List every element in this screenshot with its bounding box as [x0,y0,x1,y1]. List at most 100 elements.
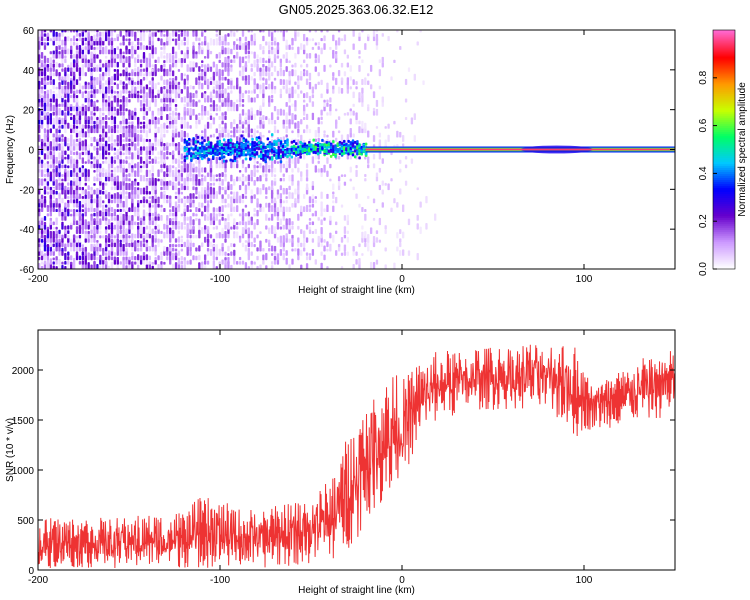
spectrogram-cell [107,59,111,64]
colorbar-swatch [713,193,735,196]
spectrogram-cell [163,133,166,138]
spectrogram-cell [276,108,280,116]
spectrogram-cell [332,49,335,55]
spectrogram-cell [407,250,411,256]
spectrogram-cell [99,230,102,234]
spectrogram-cell [67,182,70,186]
spectrogram-cell [262,77,265,81]
spectrogram-cell [277,148,281,152]
spectrogram-cell [119,140,122,147]
spectrogram-cell [67,137,70,142]
spectrogram-cell [128,182,131,191]
spectrogram-cell [311,238,315,243]
spectrogram-cell [171,150,175,156]
spectrogram-cell [116,93,119,99]
spectrogram-cell [337,86,341,94]
spectrogram-cell [294,122,297,129]
spectrogram-cell [358,36,361,42]
spectrogram-cell [332,72,335,77]
spectrogram-cell [75,172,79,177]
spectrogram-cell [241,211,245,217]
spectrogram-cell [116,214,119,221]
spectrogram-cell [134,31,137,37]
spectrogram-cell [163,128,166,134]
spectrogram-cell [151,261,154,265]
spectrogram-cell [316,149,320,153]
colorbar-swatch [713,173,735,176]
spectrogram-cell [180,39,184,46]
spectrogram-cell [227,253,230,256]
spectrogram-cell [372,110,376,116]
spectrogram-cell [119,184,122,191]
spectrogram-cell [222,155,226,159]
spectrogram-cell [198,167,201,173]
spectrogram-cell [125,242,128,248]
spectrogram-cell [317,217,320,221]
spectrogram-cell [308,253,312,256]
spectrogram-cell [99,66,102,72]
spectrogram-cell [90,213,93,217]
spectrogram-cell [75,143,79,147]
spectrogram-cell [297,46,300,55]
spectrogram-cell [337,176,341,182]
spectrogram-cell [326,99,329,103]
spectrogram-cell [58,93,61,99]
spectrogram-cell [257,154,261,158]
spectrogram-cell [154,146,157,151]
spectrogram-cell [233,191,236,199]
spectrogram-cell [46,32,50,37]
colorbar-swatch [713,129,735,133]
spectrogram-cell [81,199,85,204]
spectrogram-cell [40,30,44,33]
spectrogram-cell [279,208,283,213]
spectrogram-cell [67,30,70,33]
spectrogram-cell [148,62,151,68]
spectrogram-cell [40,77,44,85]
spectrogram-cell [273,120,277,125]
spectrogram-cell [216,148,219,152]
spectrogram-cell [183,84,186,90]
spectrogram-cell [110,45,114,50]
spectrogram-cell [227,106,230,112]
spectrogram-cell [413,73,416,81]
spectrogram-cell [102,116,105,121]
spectrogram-cell [142,204,146,208]
spectrogram-cell [320,47,323,55]
spectrogram-cell [253,113,256,121]
spectrogram-cell [253,222,256,230]
spectrogram-cell [247,57,250,64]
spectrogram-cell [166,246,169,252]
spectrogram-cell [343,234,347,239]
spectrogram-cell [122,69,125,77]
spectrogram-cell [285,196,288,199]
spectrogram-cell [212,86,216,90]
spectrogram-cell [238,256,242,261]
spectrogram-cell [242,153,246,157]
spectrogram-cell [203,30,207,33]
spectrogram-cell [64,156,67,160]
spectrogram-cell [372,153,376,160]
spectrogram-cell [189,85,192,90]
spectrogram-cell [46,129,50,134]
spectrogram-cell [174,104,178,107]
spectrogram-cell [206,42,210,50]
spectrogram-cell [221,92,224,99]
spectrogram-cell [131,158,134,164]
spectrogram-cell [343,71,347,77]
spectrogram-cell [276,129,280,134]
spectrogram-cell [270,205,274,213]
spectrogram-cell [67,165,70,169]
spectrogram-cell [236,154,239,158]
spectrogram-cell [285,206,288,213]
spectrogram-cell [134,63,137,68]
spectrogram-cell [198,208,201,213]
spectrogram-cell [334,147,337,151]
spectrogram-cell [233,101,236,107]
spectrogram-cell [134,152,137,160]
spectrogram-cell [157,92,160,99]
spectrogram-cell [347,146,350,150]
spectrogram-cell [84,114,87,121]
snr-series [38,344,675,568]
spectrogram-cell [183,257,186,261]
spectrogram-cell [55,141,58,147]
